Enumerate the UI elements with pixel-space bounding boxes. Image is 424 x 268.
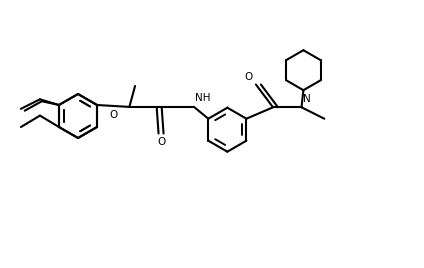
Text: O: O	[245, 72, 253, 81]
Text: O: O	[157, 136, 166, 147]
Text: NH: NH	[195, 93, 210, 103]
Text: O: O	[109, 110, 117, 120]
Text: N: N	[302, 94, 310, 104]
